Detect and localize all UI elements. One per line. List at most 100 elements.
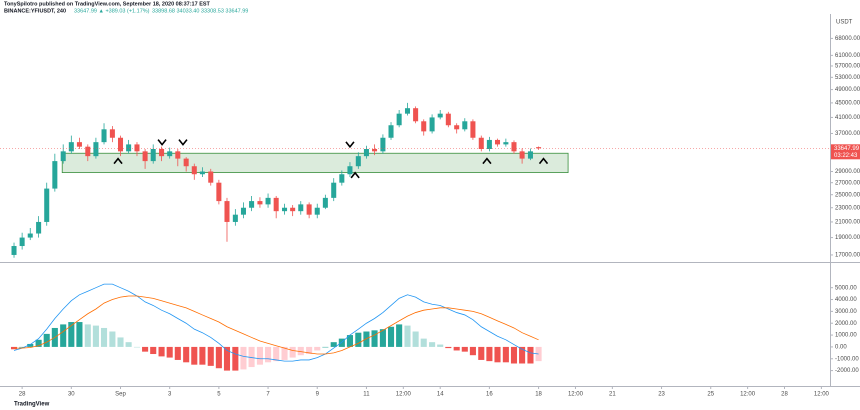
macd-line xyxy=(14,295,539,355)
candle-body xyxy=(52,161,58,189)
histogram-bar xyxy=(158,346,165,357)
histogram-bar xyxy=(92,325,99,347)
histogram-bar xyxy=(248,346,255,368)
candle-body xyxy=(282,207,288,212)
candle-body xyxy=(142,151,148,162)
histogram-bar xyxy=(429,342,436,347)
x-tick-label: 3 xyxy=(168,392,172,398)
candle-body xyxy=(60,151,66,162)
y-tick-label: 2000.00 xyxy=(835,321,857,327)
histogram-bar xyxy=(166,346,173,358)
y-tick-label: 27000.00 xyxy=(835,180,860,186)
x-tick-label: 28 xyxy=(781,392,788,398)
candle-body xyxy=(159,148,165,157)
histogram-bar xyxy=(494,346,501,363)
chevron-marker xyxy=(157,139,167,146)
x-tick-label: 14 xyxy=(437,392,444,398)
candle-body xyxy=(306,204,312,215)
candle-body xyxy=(208,171,214,183)
candle-body xyxy=(486,139,492,149)
x-tick-label: 12:00 xyxy=(396,392,412,398)
candle-body xyxy=(503,142,509,145)
candle-body xyxy=(150,148,156,162)
candle-body xyxy=(199,171,205,175)
candle-body xyxy=(117,137,124,152)
histogram-bar xyxy=(43,333,50,347)
candle-body xyxy=(216,182,222,202)
last-price-label: 33647.99 xyxy=(834,146,860,152)
histogram-bar xyxy=(76,322,83,347)
candle-body xyxy=(134,144,140,152)
histogram-bar xyxy=(191,346,198,365)
ohlc: 33898.68 34033.40 33308.53 33647.99 xyxy=(152,8,248,14)
candle-body xyxy=(68,142,74,152)
y-tick-label: 3000.00 xyxy=(835,309,857,315)
candle-body xyxy=(257,201,263,205)
x-tick-label: 11 xyxy=(363,392,370,398)
x-tick-label: 30 xyxy=(68,392,75,398)
y-tick-label: 25000.00 xyxy=(835,192,860,198)
candle-body xyxy=(36,221,42,234)
support-zone xyxy=(61,152,569,174)
y-tick-label: 41000.00 xyxy=(835,115,860,121)
histogram-bar xyxy=(35,339,42,347)
histogram-bar xyxy=(387,326,395,347)
y-tick-label: 17000.00 xyxy=(835,253,860,259)
y-tick-label: 53000.00 xyxy=(835,75,860,81)
y-tick-label: 5000.00 xyxy=(835,285,857,291)
histogram-bar xyxy=(215,346,222,369)
histogram-bar xyxy=(109,331,116,347)
candle-body xyxy=(388,125,394,138)
candle-body xyxy=(331,182,337,198)
author-line: TonySpilotro published on TradingView.co… xyxy=(4,1,211,7)
y-tick-label: 21000.00 xyxy=(835,220,860,226)
currency: USDT xyxy=(836,20,853,26)
candle-body xyxy=(462,121,468,130)
histogram-bar xyxy=(404,325,411,347)
candle-body xyxy=(76,142,82,147)
x-tick-label: 23 xyxy=(658,392,665,398)
histogram-bar xyxy=(396,324,403,347)
candle-body xyxy=(298,204,304,212)
symbol: BINANCE:YFIUSDT, 240 xyxy=(4,8,66,14)
candle-body xyxy=(519,151,525,159)
y-tick-label: 23000.00 xyxy=(835,205,860,211)
candle-body xyxy=(85,146,91,157)
chevron-marker xyxy=(178,139,188,146)
candle-body xyxy=(19,237,25,247)
histogram-bar xyxy=(306,346,313,355)
histogram-bar xyxy=(125,342,132,347)
histogram-bar xyxy=(420,338,427,347)
x-tick-label: 16 xyxy=(486,392,493,398)
histogram-bar xyxy=(207,346,214,366)
x-tick-label: 28 xyxy=(19,392,26,398)
y-tick-label: 37000.00 xyxy=(835,131,860,137)
histogram-bar xyxy=(265,346,272,363)
histogram-bar xyxy=(486,346,493,362)
x-tick-label: 9 xyxy=(316,392,320,398)
histogram-bar xyxy=(84,324,91,347)
candle-body xyxy=(494,139,501,145)
price-change: 33647.99 ▲ +389.03 (+1.17%) xyxy=(74,8,150,14)
histogram-bar xyxy=(469,346,476,356)
histogram-bar xyxy=(100,327,108,347)
histogram-bar xyxy=(297,346,304,356)
candle-body xyxy=(191,166,197,175)
histogram-bar xyxy=(445,346,452,349)
candle-body xyxy=(240,207,246,215)
chevron-marker xyxy=(345,141,355,149)
x-tick-label: 12:00 xyxy=(740,392,756,398)
x-tick-label: 7 xyxy=(266,392,270,398)
candle-body xyxy=(273,197,279,212)
candle-body xyxy=(355,156,361,167)
histogram-bar xyxy=(412,331,419,347)
histogram-bar xyxy=(371,330,378,347)
logo: TradingView xyxy=(14,402,50,408)
histogram-bar xyxy=(183,346,190,363)
candle-body xyxy=(175,151,181,159)
y-tick-label: 4000.00 xyxy=(835,297,857,303)
candle-body xyxy=(445,113,451,126)
candle-body xyxy=(249,201,255,208)
